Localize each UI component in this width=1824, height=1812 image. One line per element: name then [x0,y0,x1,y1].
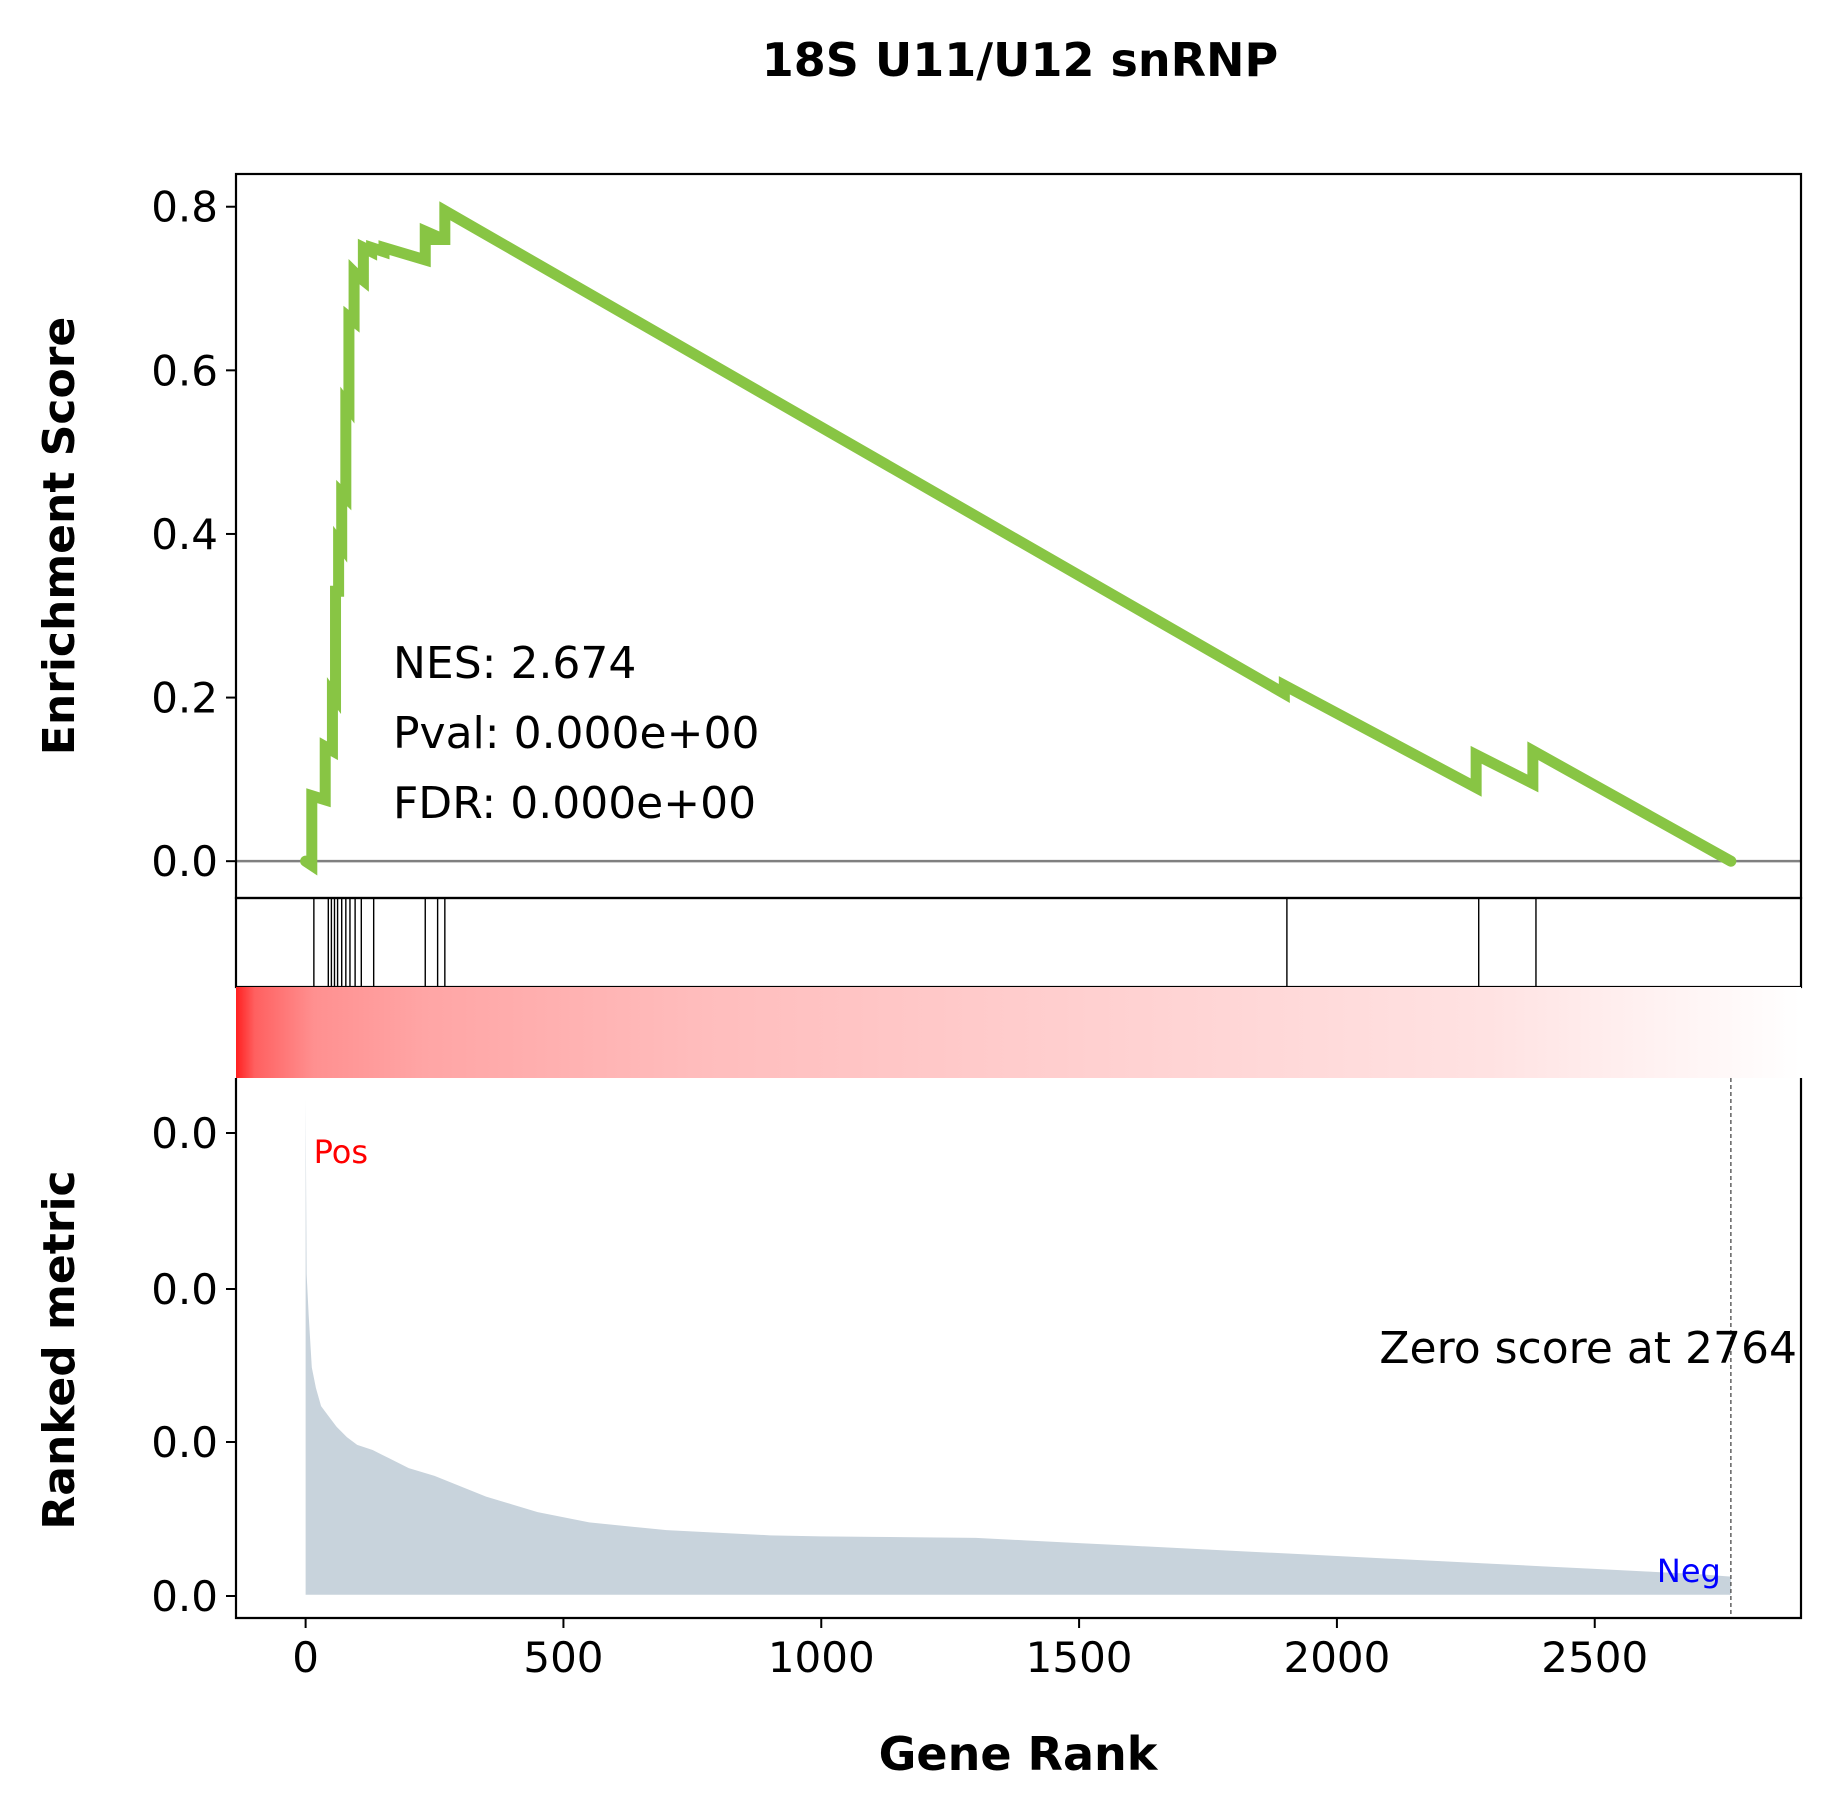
pos-label: Pos [314,1133,368,1171]
enrichment-y-tick-label: 0.4 [151,510,218,559]
x-tick-label: 2000 [1283,1633,1390,1682]
enrichment-y-tick-label: 0.0 [151,837,218,886]
x-tick-label: 2500 [1541,1633,1648,1682]
enrichment-y-label: Enrichment Score [34,317,85,755]
enrichment-y-tick-label: 0.8 [151,183,218,232]
stats-line: FDR: 0.000e+00 [393,778,756,829]
ranked-y-axis: 0.0 0.0 0.0 0.0 [151,1109,236,1621]
chart-title: 18S U11/U12 snRNP [762,33,1278,87]
ranked-y-tick-label: 0.0 [151,1572,218,1621]
ranked-y-tick-label: 0.0 [151,1265,218,1314]
enrichment-y-axis: 0.0 0.2 0.4 0.6 0.8 [151,183,236,886]
enrichment-y-tick-label: 0.6 [151,346,218,395]
enrichment-score-line [300,201,1737,876]
ranked-y-tick-label: 0.0 [151,1418,218,1467]
ranked-y-label: Ranked metric [34,1170,85,1529]
zero-score-text: Zero score at 2764 [1379,1323,1797,1374]
stats-line: NES: 2.674 [393,638,636,689]
x-tick-label: 1500 [1026,1633,1133,1682]
x-axis-label: Gene Rank [879,1727,1159,1781]
ranked-metric-panel: Pos Neg Zero score at 2764 0.0 0.0 0.00.0 … [34,1078,1803,1621]
ranked-y-tick-label: 0.0 [151,1109,218,1158]
stats-annotation: NES: 2.674 Pval: 0.000e+00 FDR: 0.000e+00 [393,638,759,829]
neg-label: Neg [1657,1552,1721,1590]
ranked-panel-frame [234,1078,1803,1620]
stats-line: Pval: 0.000e+00 [393,708,759,759]
x-axis: 0 500 1000 1500 2000 2500 [292,1618,1648,1682]
enrichment-score-panel: 0.0 0.2 0.4 0.6 0.8 Enrichment Score NES: 2.… [34,172,1803,900]
x-tick-label: 500 [523,1633,603,1682]
enrichment-y-tick-label: 0.2 [151,674,218,723]
rank-heatmap [236,987,1801,1078]
ranked-metric-area [305,1098,1731,1595]
hits-panel-frame [234,896,1803,989]
x-tick-label: 1000 [768,1633,875,1682]
hits-panel [234,896,1803,989]
x-tick-label: 0 [292,1633,319,1682]
